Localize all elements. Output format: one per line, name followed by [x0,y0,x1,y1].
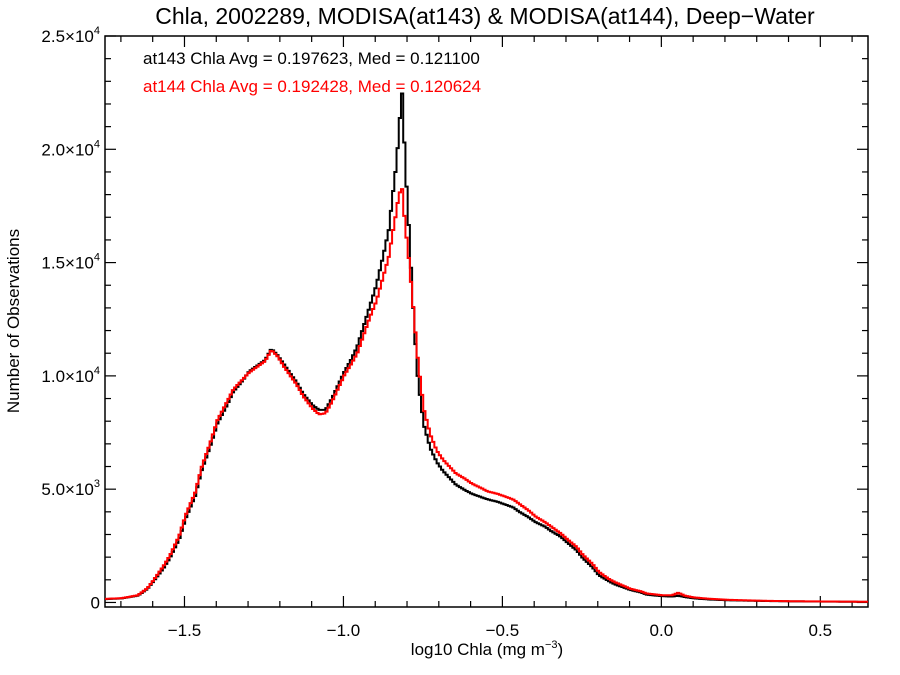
annotation-at143: at143 Chla Avg = 0.197623, Med = 0.12110… [143,49,480,68]
x-tick-label: −1.5 [168,621,202,640]
x-axis-label-close: ) [558,640,564,659]
y-axis-label: Number of Observations [4,229,23,413]
series-line-1 [105,188,868,603]
y-tick-label: 0 [91,593,100,612]
x-tick-label: −0.5 [486,621,520,640]
x-axis-label-exponent: −3 [545,639,558,651]
axis-ticks [105,35,868,607]
x-tick-label: 0.5 [808,621,832,640]
annotation-at144: at144 Chla Avg = 0.192428, Med = 0.12062… [143,77,481,96]
x-tick-label: −1.0 [327,621,361,640]
plot-area [104,35,869,608]
y-tick-label: 2.0×104 [41,138,100,159]
y-tick-label: 5.0×103 [41,478,100,499]
y-tick-label: 2.5×104 [41,25,100,46]
series-layer [105,92,868,603]
y-tick-labels: 0 5.0×103 1.0×104 1.5×104 2.0×104 2.5×104 [41,25,100,612]
plot-frame [104,35,869,608]
x-axis-label: log10 Chla (mg m−3) [411,639,563,659]
x-tick-labels: −1.5 −1.0 −0.5 0.0 0.5 [168,621,832,640]
x-tick-label: 0.0 [650,621,674,640]
chart-title: Chla, 2002289, MODISA(at143) & MODISA(at… [155,3,815,29]
y-tick-label: 1.5×104 [41,252,100,273]
y-tick-label: 1.0×104 [41,365,100,386]
series-line-0 [105,92,868,603]
